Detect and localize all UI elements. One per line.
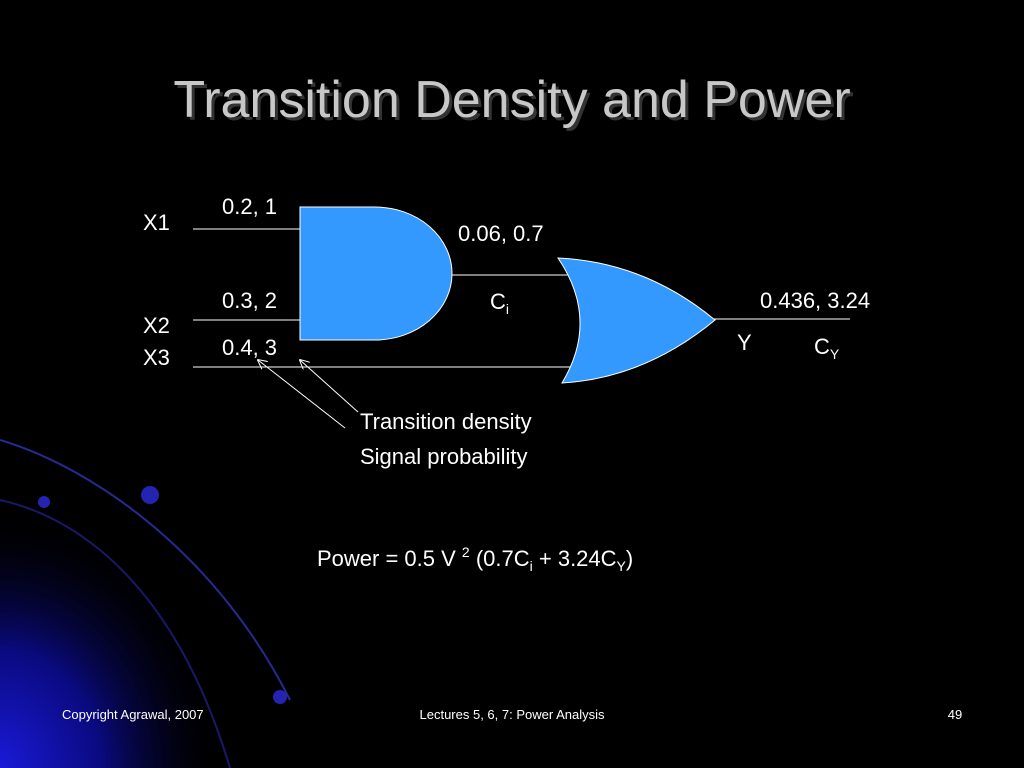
title: Transition Density and Power <box>173 71 850 129</box>
formula-sub: i <box>530 558 533 574</box>
formula-part: Power = 0.5 V <box>317 546 462 571</box>
internal-label: 0.06, 0.7 <box>458 221 544 246</box>
footer-left: Copyright Agrawal, 2007 <box>62 707 204 722</box>
arrow <box>258 360 346 429</box>
arrow <box>300 360 359 413</box>
swoosh-dot <box>38 496 50 508</box>
formula-part: (0.7C <box>470 546 530 571</box>
or-gate <box>557 257 716 384</box>
swoosh-line <box>0 439 291 701</box>
output-name: Y <box>737 330 752 355</box>
input-name: X3 <box>143 345 170 370</box>
swoosh-dot <box>273 690 287 704</box>
swoosh-dot <box>141 486 159 504</box>
formula-sup: 2 <box>462 544 470 560</box>
internal-cap: Ci <box>490 289 509 317</box>
legend-text: Transition density <box>360 409 532 434</box>
footer-center: Lectures 5, 6, 7: Power Analysis <box>420 707 605 722</box>
formula: Power = 0.5 V 2 (0.7Ci + 3.24CY) <box>317 544 633 574</box>
legend-text: Signal probability <box>360 444 528 469</box>
input-name: X2 <box>143 313 170 338</box>
cap-sub: i <box>506 301 509 317</box>
and-gate <box>299 206 453 341</box>
swoosh <box>0 420 300 768</box>
output-cap: CY <box>814 334 840 362</box>
input-label: 0.3, 2 <box>222 288 277 313</box>
formula-part: ) <box>626 546 633 571</box>
output-label: 0.436, 3.24 <box>760 288 870 313</box>
title-shadow: Transition Density and Power <box>176 74 853 132</box>
formula-sub: Y <box>617 558 627 574</box>
input-label: 0.4, 3 <box>222 335 277 360</box>
formula-part: + 3.24C <box>533 546 617 571</box>
footer-right: 49 <box>948 707 962 722</box>
swoosh-line <box>0 499 231 768</box>
input-label: 0.2, 1 <box>222 194 277 219</box>
cap-sub: Y <box>830 346 840 362</box>
cap-base: C <box>490 289 506 314</box>
input-name: X1 <box>143 210 170 235</box>
cap-base: C <box>814 334 830 359</box>
